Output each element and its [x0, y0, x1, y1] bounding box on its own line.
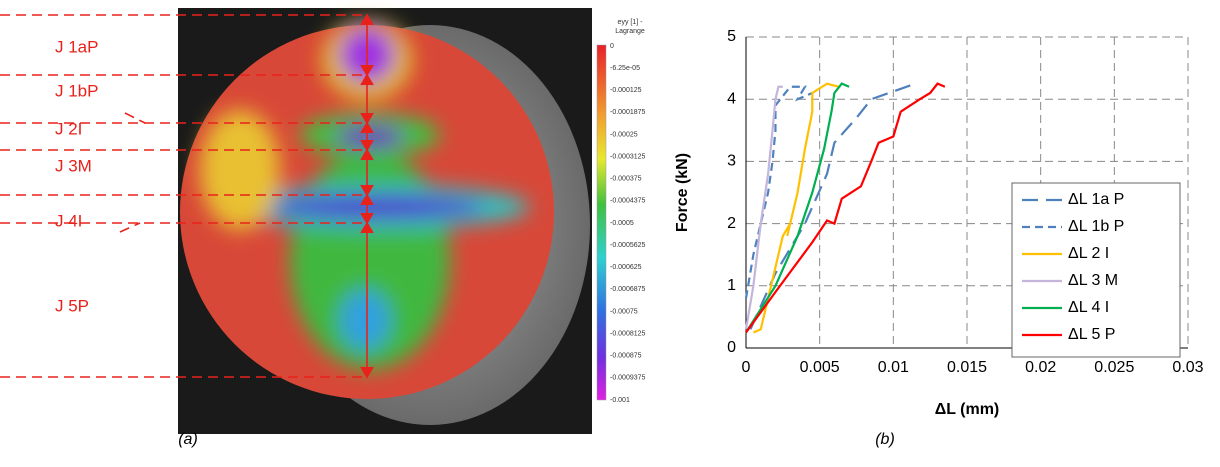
y-tick-label: 3 — [727, 153, 736, 170]
region-label: J 4I — [55, 211, 82, 230]
colorbar-tick: 0 — [610, 43, 614, 50]
y-tick-label: 5 — [727, 28, 736, 45]
y-tick-label: 1 — [727, 277, 736, 294]
colorbar-tick: -0.001 — [610, 397, 630, 404]
x-tick-label: 0.03 — [1172, 359, 1203, 376]
colorbar-tick: -0.0006875 — [610, 286, 646, 293]
series-line — [745, 82, 850, 334]
x-tick-label: 0.015 — [947, 359, 987, 376]
series-line — [744, 85, 813, 299]
region-label: J 1bP — [55, 81, 98, 100]
legend-label: ΔL 1a P — [1068, 191, 1124, 208]
region-label: J 1aP — [55, 37, 98, 56]
region-label: J 2I — [55, 119, 82, 138]
y-tick-label: 4 — [727, 90, 736, 107]
colorbar-title: Lagrange — [615, 28, 645, 35]
colorbar-tick: -6.25e-05 — [610, 65, 640, 72]
x-tick-label: 0.005 — [800, 359, 840, 376]
colorbar-tick: -0.0004375 — [610, 198, 646, 205]
series-line — [752, 82, 840, 334]
y-tick-label: 0 — [727, 339, 736, 356]
colorbar-tick: -0.0005625 — [610, 242, 646, 249]
colorbar-tick: -0.000375 — [610, 176, 642, 183]
colorbar-tick: -0.0005 — [610, 220, 634, 227]
legend-label: ΔL 5 P — [1068, 326, 1115, 343]
y-tick-label: 2 — [727, 215, 736, 232]
colorbar-tick: -0.00075 — [610, 308, 638, 315]
caption: (a) — [178, 431, 198, 448]
colorbar-tick: -0.00025 — [610, 131, 638, 138]
legend-label: ΔL 2 I — [1068, 245, 1109, 262]
series-line — [744, 85, 783, 330]
colorbar-tick: -0.0009375 — [610, 375, 646, 382]
colorbar-tick: -0.0003125 — [610, 153, 646, 160]
x-axis-label: ΔL (mm) — [935, 401, 1000, 418]
colorbar-tick: -0.000125 — [610, 87, 642, 94]
colorbar-title: eyy [1] - — [618, 19, 644, 26]
legend-label: ΔL 1b P — [1068, 218, 1124, 235]
legend-box — [1011, 182, 1181, 358]
colorbar-tick: -0.000875 — [610, 353, 642, 360]
legend-label: ΔL 4 I — [1068, 299, 1109, 316]
y-axis-label: Force (kN) — [674, 153, 691, 232]
x-tick-label: 0 — [742, 359, 751, 376]
colorbar-tick: -0.0001875 — [610, 109, 646, 116]
region-label: J 5P — [55, 296, 89, 315]
legend-label: ΔL 3 M — [1068, 272, 1118, 289]
colorbar-tick: -0.0008125 — [610, 330, 646, 337]
caption: (b) — [875, 431, 895, 448]
x-tick-label: 0.02 — [1025, 359, 1056, 376]
dimension-lines — [0, 13, 374, 379]
series-line — [745, 82, 946, 334]
photo — [178, 8, 657, 434]
x-tick-label: 0.025 — [1094, 359, 1134, 376]
region-label: J 3M — [55, 156, 92, 175]
x-tick-label: 0.01 — [878, 359, 909, 376]
colorbar-tick: -0.000625 — [610, 264, 642, 271]
